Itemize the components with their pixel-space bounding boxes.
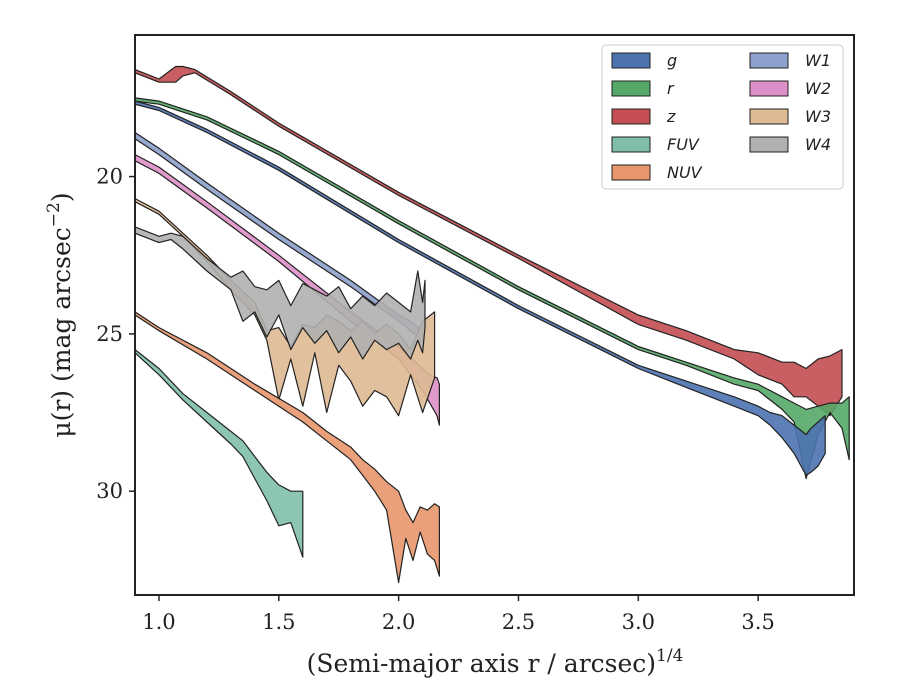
series-band-w4 bbox=[135, 226, 426, 360]
series-band-nuv bbox=[135, 311, 440, 584]
x-tick-label: 1.5 bbox=[262, 610, 295, 634]
legend-swatch-r bbox=[611, 80, 651, 97]
y-tick-label: 30 bbox=[96, 479, 123, 503]
y-axis: 20 25 30 bbox=[96, 165, 135, 503]
legend-swatch-nuv bbox=[611, 164, 651, 181]
legend-label-r: r bbox=[667, 79, 675, 98]
legend-swatch-w2 bbox=[749, 80, 789, 97]
x-tick-label: 1.0 bbox=[142, 610, 175, 634]
series-layer bbox=[135, 65, 850, 584]
x-tick-label: 3.5 bbox=[741, 610, 774, 634]
series-band-g bbox=[135, 100, 826, 476]
legend-swatch-w1 bbox=[749, 52, 789, 69]
y-tick-label: 25 bbox=[96, 322, 123, 346]
series-band-w3 bbox=[135, 198, 436, 417]
legend: grz FUV NUV W1 W2 W3 W4 bbox=[601, 44, 844, 190]
legend-swatch-fuv bbox=[611, 136, 651, 153]
y-tick-label: 20 bbox=[96, 165, 123, 189]
legend-swatch-g bbox=[611, 52, 651, 69]
legend-label-w2: W2 bbox=[805, 79, 831, 98]
legend-label-w4: W4 bbox=[805, 135, 831, 154]
legend-swatch-w3 bbox=[749, 108, 789, 125]
x-tick-label: 2.0 bbox=[382, 610, 415, 634]
plot-frame bbox=[134, 34, 855, 596]
legend-label-z: z bbox=[666, 107, 676, 126]
legend-swatch-w4 bbox=[749, 136, 789, 153]
legend-label-w3: W3 bbox=[805, 107, 831, 126]
series-band-z bbox=[135, 65, 843, 417]
series-band-fuv bbox=[135, 349, 304, 558]
x-tick-label: 2.5 bbox=[502, 610, 535, 634]
legend-label-g: g bbox=[667, 51, 677, 70]
legend-label-nuv: NUV bbox=[667, 163, 703, 182]
legend-label-fuv: FUV bbox=[667, 135, 700, 154]
legend-label-w1: W1 bbox=[805, 51, 831, 70]
series-band-w2 bbox=[135, 154, 440, 426]
series-band-r bbox=[135, 97, 850, 480]
legend-swatch-z bbox=[611, 108, 651, 125]
x-tick-label: 3.0 bbox=[622, 610, 655, 634]
x-axis: 1.0 1.5 2.0 2.5 3.0 3.5 bbox=[142, 595, 775, 634]
x-axis-label: (Semi-major axis r / arcsec)1/4 bbox=[307, 646, 684, 678]
y-axis-label: μ(r) (mag arcsec−2) bbox=[44, 192, 76, 437]
